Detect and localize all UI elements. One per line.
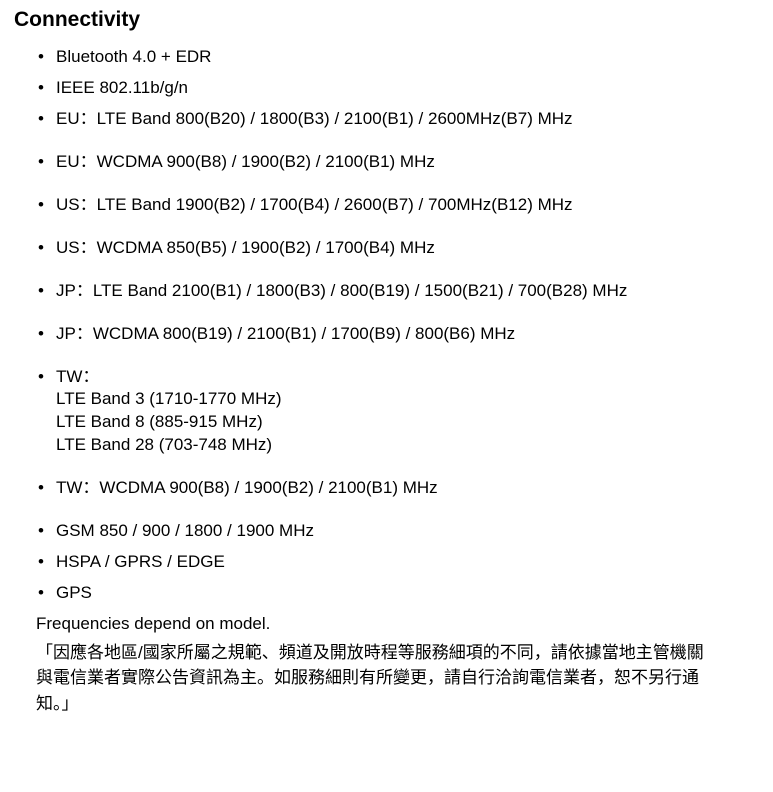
- list-item: JP：WCDMA 800(B19) / 2100(B1) / 1700(B9) …: [38, 323, 759, 346]
- frequency-note-cjk: 「因應各地區/國家所屬之規範、頻道及開放時程等服務細項的不同，請依據當地主管機關…: [14, 640, 759, 717]
- list-item-text: JP：WCDMA 800(B19) / 2100(B1) / 1700(B9) …: [56, 324, 515, 343]
- list-item-line: LTE Band 3 (1710-1770 MHz): [56, 388, 759, 411]
- list-item: JP：LTE Band 2100(B1) / 1800(B3) / 800(B1…: [38, 280, 759, 303]
- list-item: HSPA / GPRS / EDGE: [38, 551, 759, 574]
- list-item: TW：LTE Band 3 (1710-1770 MHz)LTE Band 8 …: [38, 366, 759, 458]
- list-item-text: HSPA / GPRS / EDGE: [56, 552, 225, 571]
- list-item-line: LTE Band 28 (703-748 MHz): [56, 434, 759, 457]
- frequency-note-en: Frequencies depend on model.: [14, 613, 759, 636]
- list-item: EU：LTE Band 800(B20) / 1800(B3) / 2100(B…: [38, 108, 759, 131]
- list-item-text: JP：LTE Band 2100(B1) / 1800(B3) / 800(B1…: [56, 281, 627, 300]
- list-item-text: EU：LTE Band 800(B20) / 1800(B3) / 2100(B…: [56, 109, 573, 128]
- list-item-text: GSM 850 / 900 / 1800 / 1900 MHz: [56, 521, 314, 540]
- list-item: GSM 850 / 900 / 1800 / 1900 MHz: [38, 520, 759, 543]
- list-item-text: IEEE 802.11b/g/n: [56, 78, 188, 97]
- list-item: EU：WCDMA 900(B8) / 1900(B2) / 2100(B1) M…: [38, 151, 759, 174]
- list-item-line: LTE Band 8 (885-915 MHz): [56, 411, 759, 434]
- list-item-text: Bluetooth 4.0 + EDR: [56, 47, 211, 66]
- page-root: Connectivity Bluetooth 4.0 + EDR IEEE 802…: [0, 0, 773, 736]
- list-item-text: US：LTE Band 1900(B2) / 1700(B4) / 2600(B…: [56, 195, 573, 214]
- list-item-text: TW：WCDMA 900(B8) / 1900(B2) / 2100(B1) M…: [56, 478, 438, 497]
- list-item: GPS: [38, 582, 759, 605]
- list-item: US：WCDMA 850(B5) / 1900(B2) / 1700(B4) M…: [38, 237, 759, 260]
- list-item: IEEE 802.11b/g/n: [38, 77, 759, 100]
- list-item: Bluetooth 4.0 + EDR: [38, 46, 759, 69]
- list-item-text: GPS: [56, 583, 92, 602]
- list-item-text: US：WCDMA 850(B5) / 1900(B2) / 1700(B4) M…: [56, 238, 435, 257]
- list-item-text: EU：WCDMA 900(B8) / 1900(B2) / 2100(B1) M…: [56, 152, 435, 171]
- list-item: US：LTE Band 1900(B2) / 1700(B4) / 2600(B…: [38, 194, 759, 217]
- connectivity-list: Bluetooth 4.0 + EDR IEEE 802.11b/g/n EU：LT…: [14, 46, 759, 605]
- list-item: TW：WCDMA 900(B8) / 1900(B2) / 2100(B1) M…: [38, 477, 759, 500]
- list-item-line: TW：: [56, 366, 759, 389]
- section-heading: Connectivity: [14, 8, 759, 32]
